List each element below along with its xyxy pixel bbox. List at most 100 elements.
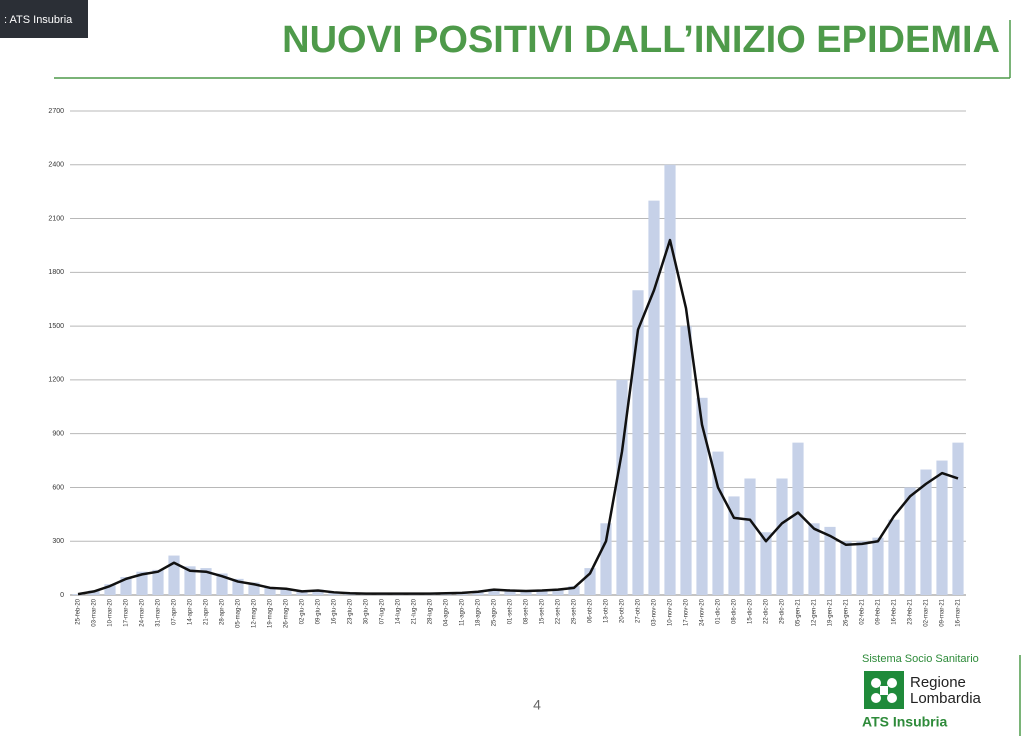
slide-title: NUOVI POSITIVI DALL’INIZIO EPIDEMIA bbox=[282, 19, 1000, 61]
x-tick-label: 18-ago-20 bbox=[476, 598, 482, 626]
x-tick-label: 20-ott-20 bbox=[620, 598, 626, 623]
bar bbox=[856, 541, 868, 595]
bar bbox=[808, 523, 820, 595]
y-tick-label: 2400 bbox=[48, 162, 64, 169]
x-tick-label: 14-apr-20 bbox=[188, 598, 194, 625]
x-tick-label: 28-apr-20 bbox=[220, 598, 226, 625]
x-tick-label: 24-mar-20 bbox=[140, 598, 146, 626]
x-tick-label: 16-feb-21 bbox=[892, 598, 898, 624]
x-tick-label: 17-nov-20 bbox=[684, 598, 690, 626]
bar bbox=[88, 590, 100, 595]
bar bbox=[616, 379, 628, 595]
x-tick-label: 03-mar-20 bbox=[92, 598, 98, 626]
logo-system: Sistema Socio Sanitario bbox=[862, 653, 979, 665]
bar bbox=[728, 496, 740, 595]
bar bbox=[744, 478, 756, 595]
bar bbox=[632, 290, 644, 595]
x-tick-label: 22-set-20 bbox=[556, 598, 562, 624]
bar bbox=[488, 588, 500, 595]
bar bbox=[120, 577, 132, 595]
x-tick-label: 11-ago-20 bbox=[460, 598, 466, 626]
bar bbox=[600, 523, 612, 595]
logo-region: Lombardia bbox=[910, 690, 982, 707]
bar bbox=[168, 555, 180, 595]
bar bbox=[760, 532, 772, 595]
x-tick-label: 10-nov-20 bbox=[668, 598, 674, 626]
x-tick-label: 15-dic-20 bbox=[748, 598, 754, 624]
x-tick-label: 09-mar-21 bbox=[940, 598, 946, 626]
logo-cross bbox=[871, 678, 897, 703]
y-tick-label: 0 bbox=[60, 592, 64, 599]
bar bbox=[552, 588, 564, 595]
x-tick-label: 01-dic-20 bbox=[716, 598, 722, 624]
bar bbox=[712, 451, 724, 595]
bar bbox=[776, 478, 788, 595]
x-tick-label: 23-feb-21 bbox=[908, 598, 914, 624]
x-tick-label: 05-gen-21 bbox=[796, 598, 802, 626]
y-tick-label: 2700 bbox=[48, 108, 64, 115]
bar bbox=[136, 571, 148, 595]
bar bbox=[648, 200, 660, 595]
bar bbox=[936, 460, 948, 595]
logo-region: Regione bbox=[910, 674, 966, 691]
x-tick-label: 08-dic-20 bbox=[732, 598, 738, 624]
y-tick-label: 1800 bbox=[48, 269, 64, 276]
x-tick-label: 16-giu-20 bbox=[332, 598, 338, 624]
x-tick-label: 12-mag-20 bbox=[252, 598, 258, 628]
x-tick-label: 21-apr-20 bbox=[204, 598, 210, 625]
x-tick-label: 14-lug-20 bbox=[396, 598, 402, 624]
y-tick-label: 1500 bbox=[48, 323, 64, 330]
x-tick-label: 15-set-20 bbox=[540, 598, 546, 624]
y-tick-label: 900 bbox=[52, 431, 64, 438]
bar bbox=[104, 584, 116, 595]
x-tick-label: 24-nov-20 bbox=[700, 598, 706, 626]
bar bbox=[152, 569, 164, 595]
x-tick-label: 28-lug-20 bbox=[428, 598, 434, 624]
bar bbox=[904, 487, 916, 595]
y-tick-label: 300 bbox=[52, 538, 64, 545]
x-tick-label: 02-feb-21 bbox=[860, 598, 866, 624]
x-tick-label: 04-ago-20 bbox=[444, 598, 450, 626]
bar bbox=[792, 442, 804, 595]
x-tick-label: 01-set-20 bbox=[508, 598, 514, 624]
bar bbox=[536, 589, 548, 595]
bar bbox=[232, 578, 244, 595]
tag: : ATS Insubria bbox=[4, 14, 73, 26]
x-tick-label: 25-ago-20 bbox=[492, 598, 498, 626]
bar bbox=[280, 588, 292, 595]
bar bbox=[72, 594, 84, 595]
moving-average-line bbox=[77, 238, 959, 596]
bar bbox=[952, 442, 964, 595]
y-tick-label: 1200 bbox=[48, 377, 64, 384]
bar bbox=[184, 566, 196, 595]
bar bbox=[264, 587, 276, 595]
x-tick-label: 09-giu-20 bbox=[316, 598, 322, 624]
bar bbox=[248, 582, 260, 595]
x-tick-label: 03-nov-20 bbox=[652, 598, 658, 626]
bar bbox=[872, 537, 884, 595]
x-tick-label: 08-set-20 bbox=[524, 598, 530, 624]
bar bbox=[696, 397, 708, 595]
bar bbox=[472, 591, 484, 595]
chart: 0 300 600 900 1200 1500 1800 2100 2400 2700 25-feb… bbox=[48, 108, 966, 628]
bar bbox=[312, 589, 324, 595]
x-tick-label: 09-feb-21 bbox=[876, 598, 882, 624]
bar bbox=[200, 568, 212, 595]
y-tick-label: 2100 bbox=[48, 215, 64, 222]
x-tick-label: 21-lug-20 bbox=[412, 598, 418, 624]
bar bbox=[216, 573, 228, 595]
x-tick-label: 26-gen-21 bbox=[844, 598, 850, 626]
x-tick-label: 27-ott-20 bbox=[636, 598, 642, 623]
bar bbox=[824, 526, 836, 595]
x-tick-label: 17-mar-20 bbox=[124, 598, 130, 626]
bar bbox=[328, 592, 340, 595]
x-tick-label: 30-giu-20 bbox=[364, 598, 370, 624]
x-tick-label: 10-mar-20 bbox=[108, 598, 114, 626]
x-tick-label: 26-mag-20 bbox=[284, 598, 290, 628]
tag-bg bbox=[0, 0, 88, 38]
x-tick-label: 16-mar-21 bbox=[956, 598, 962, 626]
bar bbox=[504, 589, 516, 595]
x-tick-label: 05-mag-20 bbox=[236, 598, 242, 628]
